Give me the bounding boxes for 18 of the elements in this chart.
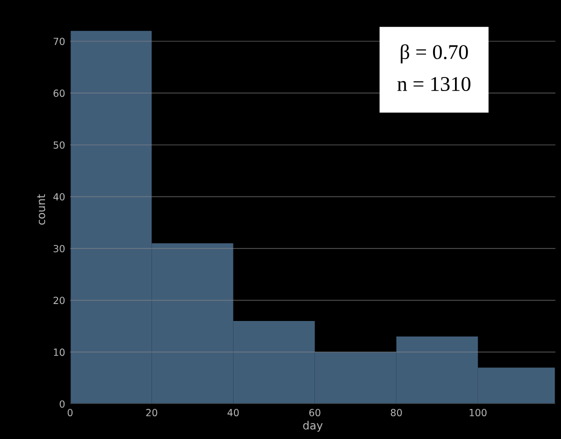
y-tick-label: 70 bbox=[54, 38, 65, 46]
y-tick-label: 40 bbox=[53, 193, 65, 201]
y-tick-label: 10 bbox=[54, 348, 65, 356]
y-tick-label: 30 bbox=[54, 244, 65, 252]
x-tick-label: 40 bbox=[228, 408, 239, 416]
x-tick-label: 80 bbox=[390, 408, 402, 416]
x-tick-label: 100 bbox=[470, 408, 487, 416]
y-tick-label: 60 bbox=[54, 90, 65, 97]
x-tick-label: 60 bbox=[309, 408, 320, 416]
x-tick-label: 20 bbox=[146, 408, 158, 416]
y-axis-title: count bbox=[37, 194, 46, 225]
y-tick-label: 50 bbox=[54, 141, 65, 149]
y-tick-label: 0 bbox=[60, 400, 65, 408]
y-tick-label: 20 bbox=[54, 296, 65, 304]
annotation: β = 0.70 bbox=[400, 44, 468, 64]
annotation: n = 1310 bbox=[397, 76, 470, 92]
x-tick-label: 0 bbox=[68, 408, 73, 416]
x-axis-title: day bbox=[303, 420, 323, 432]
